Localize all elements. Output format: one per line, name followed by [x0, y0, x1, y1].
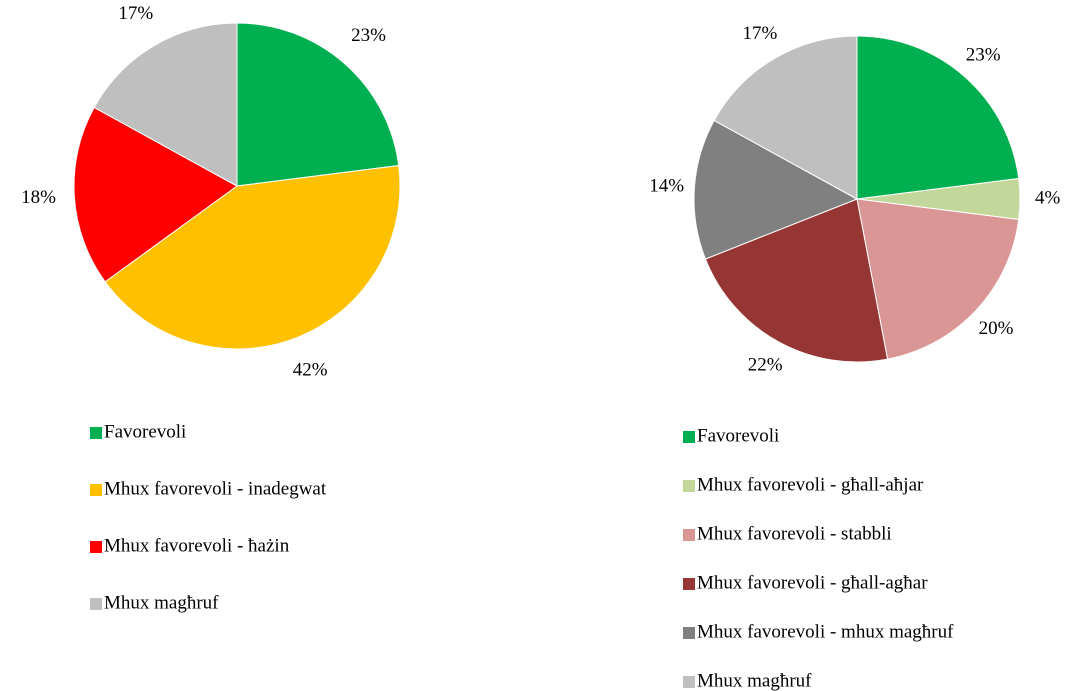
legend-label: Mhux favorevoli - stabbli [697, 523, 892, 544]
data-label: 23% [351, 25, 386, 46]
legend-swatch [683, 529, 695, 541]
pie-slice [856, 198, 1020, 360]
legend-label: Favorevoli [104, 421, 186, 442]
pie-slice [93, 22, 238, 187]
data-label: 23% [966, 44, 1001, 65]
legend-label: Mhux favorevoli - ħażin [104, 535, 290, 556]
pie-slice [693, 119, 859, 260]
data-label: 18% [21, 187, 56, 208]
data-label: 20% [979, 318, 1014, 339]
legend-label: Mhux magħruf [104, 592, 219, 613]
pie-slice [236, 22, 400, 187]
legend-label: Mhux favorevoli - mhux magħruf [697, 621, 954, 642]
legend-label: Mhux favorevoli - għall-aħjar [697, 474, 924, 495]
data-label: 17% [743, 23, 778, 44]
legend-swatch [683, 676, 695, 688]
legend-label: Mhux magħruf [697, 670, 812, 691]
legend-swatch [683, 431, 695, 443]
legend-swatch [683, 578, 695, 590]
data-label: 14% [649, 175, 684, 196]
legend-swatch [683, 627, 695, 639]
legend-swatch [683, 480, 695, 492]
pie-slice [104, 165, 401, 350]
pie-slice [713, 35, 858, 200]
data-label: 42% [293, 359, 328, 380]
data-label: 22% [748, 354, 783, 375]
pie-slice [73, 106, 238, 283]
data-label: 4% [1035, 187, 1061, 208]
data-label: 17% [118, 3, 153, 24]
legend-label: Mhux favorevoli - inadegwat [104, 478, 327, 499]
legend-label: Favorevoli [697, 425, 779, 446]
legend-swatch [90, 484, 102, 496]
legend-swatch [90, 541, 102, 553]
legend-swatch [90, 427, 102, 439]
pie-slice [704, 198, 889, 363]
legend-label: Mhux favorevoli - għall-agħar [697, 572, 928, 593]
pie-slice [856, 35, 1020, 200]
legend-swatch [90, 598, 102, 610]
